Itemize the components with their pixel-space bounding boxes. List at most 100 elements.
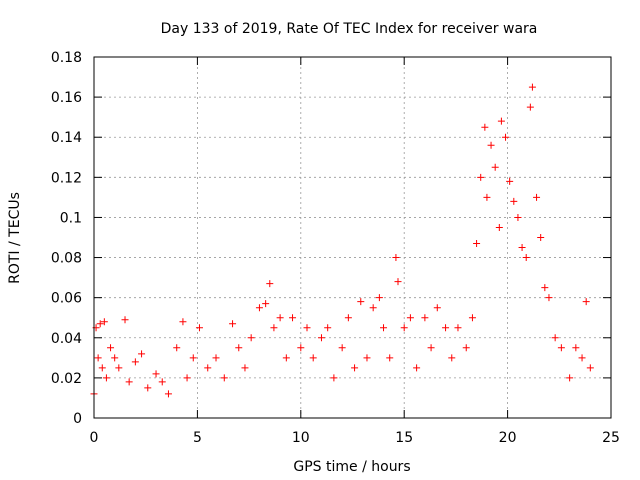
xtick-label: 25 [602,430,620,446]
data-point [473,240,481,248]
data-point [330,374,338,382]
data-point [406,314,414,322]
data-point [551,334,559,342]
data-point [483,193,491,201]
data-point [537,234,545,241]
data-point [582,298,590,306]
ytick-label: 0.18 [51,50,82,66]
data-point [375,294,383,302]
data-point [380,324,388,332]
data-point [338,344,346,352]
data-point [502,133,510,141]
xtick-label: 15 [395,430,413,446]
y-axis-label: ROTI / TECUs [7,192,23,284]
data-point [491,163,499,171]
data-point [526,103,534,111]
data-point [394,278,402,286]
y-axis-tick-labels: 0 0.02 0.04 0.06 0.08 0.1 0.12 0.14 0.16 0.18 [51,50,82,427]
chart-title: Day 133 of 2019, Rate Of TEC Index for r… [161,21,538,37]
ytick-label: 0.08 [51,251,82,267]
data-point [121,316,129,324]
xtick-label: 5 [193,430,202,446]
data-point [235,344,243,352]
data-point [545,294,553,302]
data-point [468,314,476,322]
data-point [107,344,115,352]
data-point [506,177,514,185]
data-point [448,354,456,362]
data-point [289,314,297,322]
data-point [270,324,278,332]
data-point [578,354,586,362]
scatter-points [90,83,594,398]
data-point [282,354,290,362]
data-point [481,123,489,131]
axis-ticks [93,56,612,419]
data-point [386,354,394,362]
data-point [433,304,441,312]
data-point [572,344,580,352]
data-point [241,364,249,372]
ytick-label: 0.1 [60,210,82,226]
ytick-label: 0.02 [51,371,82,387]
xtick-label: 20 [499,430,517,446]
data-point [183,374,191,382]
data-point [152,370,160,378]
ytick-label: 0.12 [51,170,82,186]
data-point [102,374,110,382]
plot-frame [93,56,612,419]
data-point [514,213,522,221]
data-point [303,324,311,332]
data-point [144,384,152,392]
data-point [164,390,172,398]
data-point [533,193,541,201]
data-point [204,364,212,372]
data-point [309,354,317,362]
data-point [220,374,228,382]
xtick-label: 0 [90,430,99,446]
data-point [98,364,106,372]
data-point [462,344,470,352]
data-point [189,354,197,362]
data-point [586,364,594,372]
data-point [94,354,102,362]
data-point [522,254,530,262]
data-point [421,314,429,322]
ytick-label: 0.06 [51,291,82,307]
x-axis-label: GPS time / hours [293,459,410,475]
data-point [369,304,377,312]
data-point [392,254,400,262]
data-point [357,298,365,306]
data-point [557,344,565,352]
data-point [266,280,274,288]
data-point [158,378,166,386]
data-point [495,223,503,231]
grid [94,57,611,418]
ytick-label: 0.14 [51,130,82,146]
data-point [247,334,255,342]
data-point [497,117,505,125]
data-point [179,318,187,326]
data-point [344,314,352,322]
data-point [96,320,104,328]
data-point [363,354,371,362]
x-axis-tick-labels: 0 5 10 15 20 25 [90,430,620,446]
data-point [566,374,574,382]
data-point [125,378,133,386]
data-point [351,364,359,372]
data-point [487,141,495,149]
data-point [212,354,220,362]
data-point [510,197,518,205]
data-point [100,318,108,326]
data-point [442,324,450,332]
data-point [262,300,270,308]
data-point [324,324,332,332]
ytick-label: 0 [73,411,82,427]
data-point [541,284,549,292]
data-point [195,324,203,332]
data-point [528,83,536,91]
data-point [297,344,305,352]
xtick-label: 10 [292,430,310,446]
data-point [138,350,146,358]
